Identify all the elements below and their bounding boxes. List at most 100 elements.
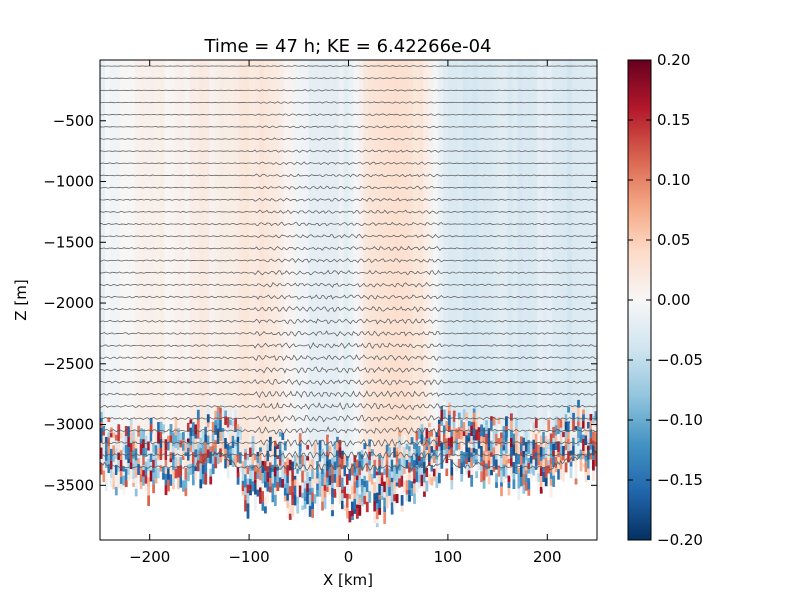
turbulence-cell [216,444,220,453]
turbulence-cell [403,474,406,481]
turbulence-cell [420,434,424,445]
turbulence-cell [507,487,511,496]
turbulence-cell [204,434,208,443]
y-tick-label: −2000 [43,294,94,312]
turbulence-cell [423,482,426,492]
turbulence-cell [554,435,558,442]
turbulence-cell [423,491,426,497]
turbulence-cell [291,491,295,500]
turbulence-cell [532,449,536,460]
turbulence-cell [408,480,411,490]
turbulence-cell [515,432,518,445]
field-column [204,60,210,439]
turbulence-cell [360,459,364,471]
turbulence-cell [462,409,466,419]
turbulence-cell [293,466,297,476]
turbulence-cell [420,474,424,487]
field-column [229,60,235,443]
turbulence-cell [273,446,277,458]
turbulence-cell [552,437,556,444]
turbulence-cell [341,459,344,469]
turbulence-cell [365,453,369,463]
turbulence-cell [174,416,178,429]
turbulence-cell [209,451,213,464]
turbulence-cell [196,460,200,472]
turbulence-cell [264,506,267,514]
turbulence-cell [495,469,498,474]
turbulence-cell [288,495,292,505]
turbulence-cell [209,468,213,477]
turbulence-cell [524,482,528,491]
field-column [348,60,354,478]
x-tick-label: 100 [434,548,463,566]
turbulence-cell [373,482,377,494]
plot-area [100,60,597,540]
turbulence-cell [293,485,297,495]
turbulence-cell [515,444,518,453]
turbulence-cell [169,424,173,436]
turbulence-cell [331,474,334,483]
turbulence-cell [174,442,178,449]
turbulence-cell [107,464,111,474]
turbulence-cell [549,479,553,486]
turbulence-cell [306,444,310,450]
turbulence-cell [385,496,389,509]
turbulence-cell [157,421,160,433]
turbulence-cell [157,467,160,479]
turbulence-cell [395,461,399,466]
turbulence-cell [189,419,193,424]
turbulence-cell [360,470,364,479]
field-column [129,60,136,457]
turbulence-cell [298,433,302,444]
turbulence-cell [194,457,198,467]
turbulence-cell [159,465,163,472]
turbulence-cell [268,478,272,487]
field-column [124,60,131,454]
turbulence-cell [122,471,126,476]
turbulence-cell [534,457,538,466]
turbulence-cell [293,479,297,486]
turbulence-cell [196,438,200,444]
turbulence-cell [390,502,394,515]
field-column [552,60,558,445]
turbulence-cell [549,433,553,443]
field-column [472,60,479,444]
turbulence-cell [199,467,203,480]
turbulence-cell [420,444,424,450]
contour-line [100,125,597,129]
contour-line [100,65,597,68]
turbulence-cell [450,466,454,476]
turbulence-cell [574,441,578,453]
turbulence-cell [408,494,411,502]
turbulence-cell [298,447,302,454]
turbulence-cell [542,459,546,468]
turbulence-cell [497,429,501,439]
turbulence-cell [164,460,168,467]
turbulence-cell [532,466,536,476]
turbulence-cell [529,423,533,435]
turbulence-cell [564,431,568,439]
turbulence-cell [355,487,359,497]
field-column [328,60,334,469]
turbulence-cell [450,459,454,467]
turbulence-cell [562,437,565,446]
turbulence-cell [485,420,488,426]
turbulence-cell [239,432,242,441]
turbulence-cell [467,441,471,448]
turbulence-cell [100,427,103,438]
turbulence-cell [450,455,454,460]
turbulence-cell [539,467,543,477]
turbulence-cell [574,468,578,479]
turbulence-cell [500,486,503,497]
turbulence-cell [100,411,103,418]
turbulence-cell [435,445,439,451]
turbulence-cell [524,460,528,466]
turbulence-cell [152,459,155,469]
turbulence-cell [256,439,260,452]
turbulence-cell [261,460,265,467]
turbulence-cell [107,446,111,455]
turbulence-cell [259,451,262,461]
turbulence-cell [169,452,173,459]
turbulence-cell [544,466,548,478]
turbulence-cell [186,460,190,465]
